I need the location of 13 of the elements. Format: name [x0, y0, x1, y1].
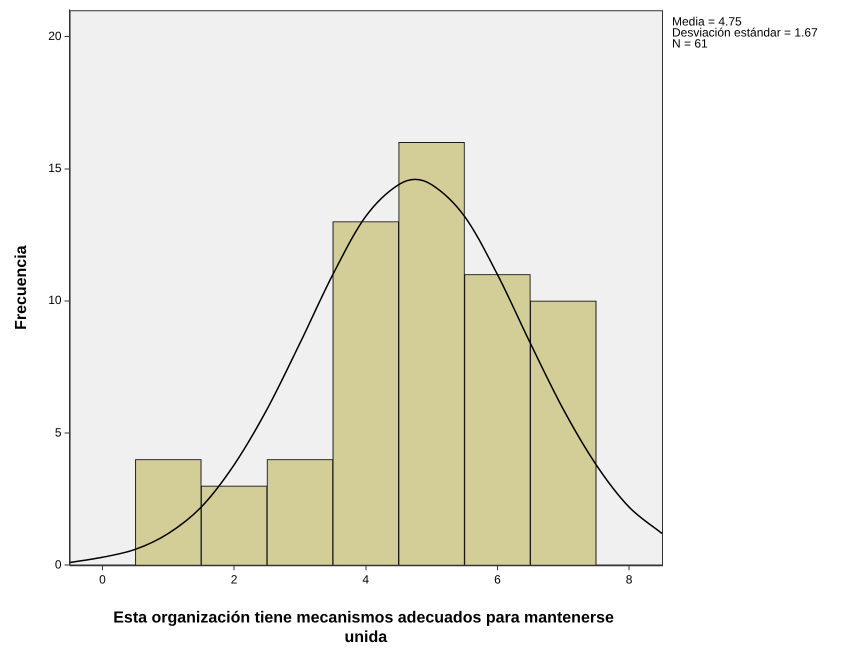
x-tick-label: 2	[230, 572, 238, 587]
y-tick-label: 15	[48, 161, 62, 176]
y-axis-title: Frecuencia	[13, 245, 30, 330]
text: Media = 4.75 Desviación estándar = 1.67 N = 61	[672, 14, 818, 51]
y-tick-label: 0	[54, 558, 62, 572]
y-tick-label: 5	[54, 425, 62, 440]
y-tick-label: 10	[48, 293, 62, 308]
x-tick-label: 6	[494, 572, 502, 587]
x-tick-label: 4	[362, 572, 370, 587]
x-tick-label: 0	[99, 572, 106, 587]
x-tick-label: 8	[626, 572, 633, 587]
x-axis-title: Esta organización tiene mecanismos adecuados para mantenerse unida	[113, 610, 618, 646]
y-tick-label: 20	[48, 28, 62, 43]
